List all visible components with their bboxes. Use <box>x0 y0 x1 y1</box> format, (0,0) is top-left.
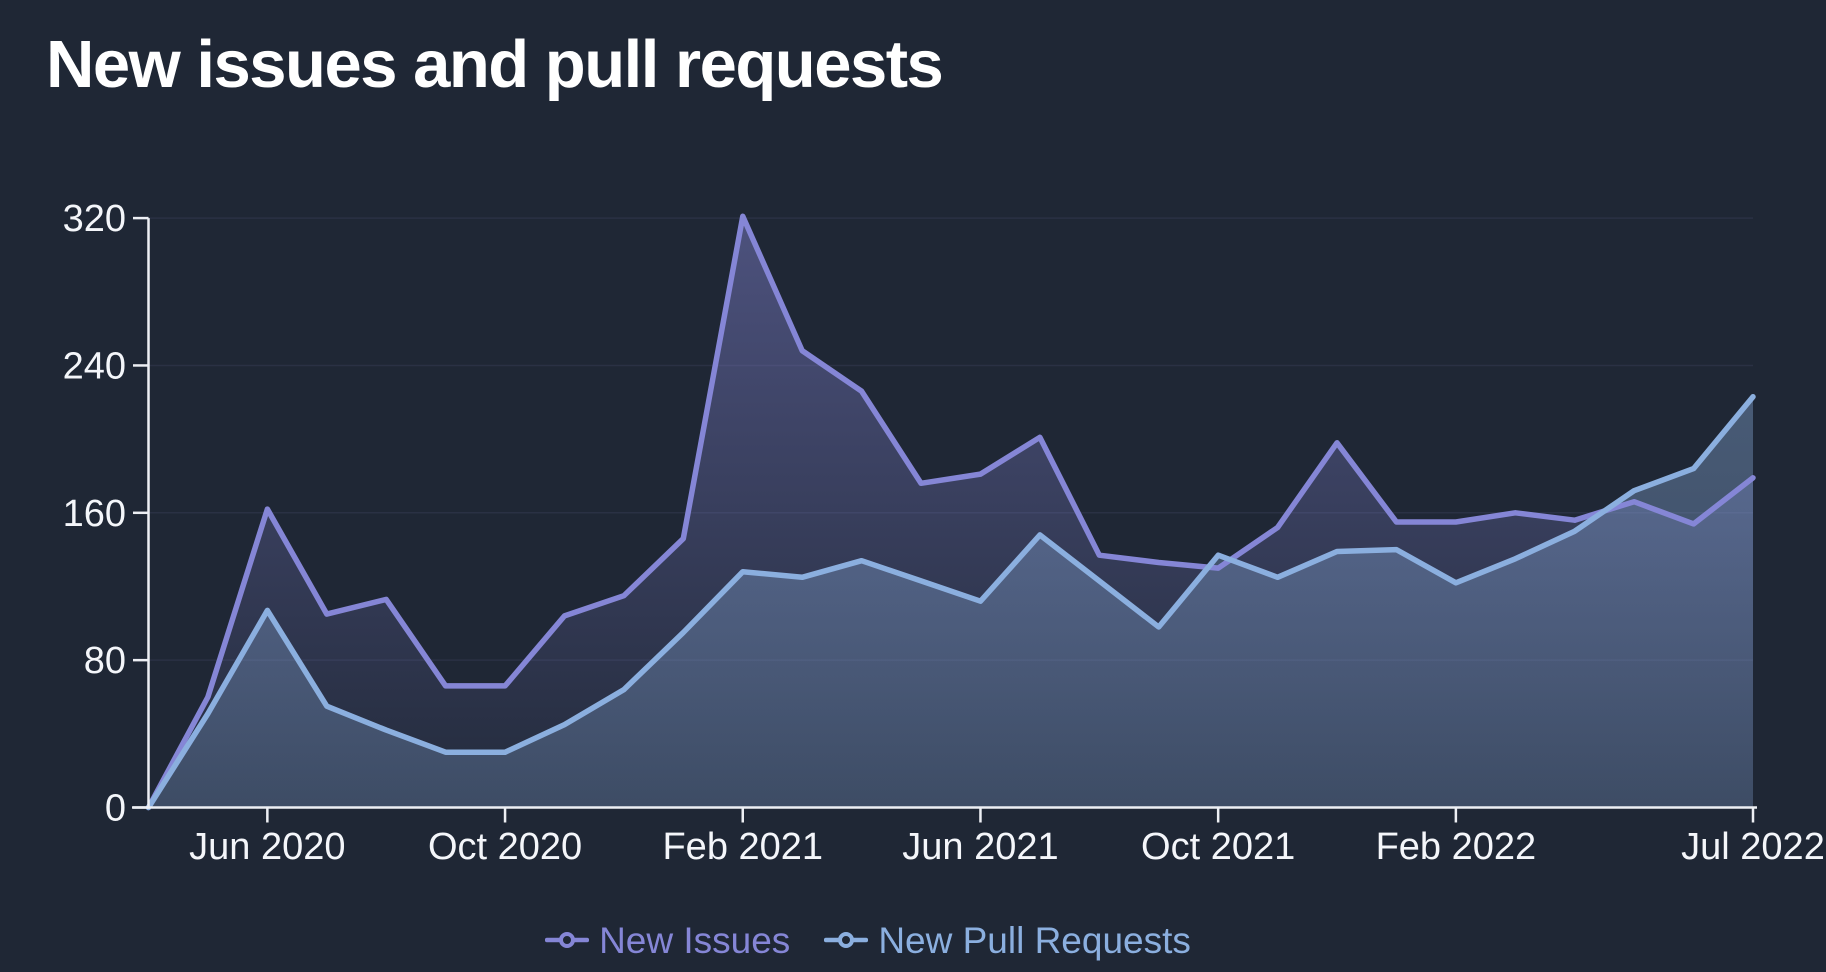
line-series-icon <box>824 932 869 948</box>
x-axis-label-oct-2020: Oct 2020 <box>428 826 582 868</box>
x-axis-label-oct-2021: Oct 2021 <box>1141 826 1295 868</box>
chart-legend: New Issues New Pull Requests <box>0 912 1781 968</box>
x-axis-label-jun-2020: Jun 2020 <box>189 826 345 868</box>
legend-item-new-pull-requests[interactable]: New Pull Requests <box>824 922 1191 959</box>
legend-label-new-pull-requests: New Pull Requests <box>878 919 1191 961</box>
legend-item-new-issues[interactable]: New Issues <box>545 922 790 959</box>
line-series-icon <box>545 932 590 948</box>
y-axis-label-240: 240 <box>63 345 126 387</box>
x-axis-label-jun-2021: Jun 2021 <box>902 826 1058 868</box>
y-axis-label-320: 320 <box>63 198 126 240</box>
y-axis-label-0: 0 <box>105 788 126 830</box>
x-axis-label-feb-2021: Feb 2021 <box>662 826 823 868</box>
y-axis-label-160: 160 <box>63 493 126 535</box>
chart-title: New issues and pull requests <box>46 27 944 102</box>
x-axis-label-feb-2022: Feb 2022 <box>1376 826 1537 868</box>
new-pull-requests-area <box>148 396 1753 808</box>
x-axis-label-jul-2022: Jul 2022 <box>1681 826 1825 868</box>
new-issues-line <box>145 213 1756 811</box>
y-axis-label-80: 80 <box>84 640 126 682</box>
legend-label-new-issues: New Issues <box>599 919 791 961</box>
new-pull-requests-line <box>145 394 1756 811</box>
